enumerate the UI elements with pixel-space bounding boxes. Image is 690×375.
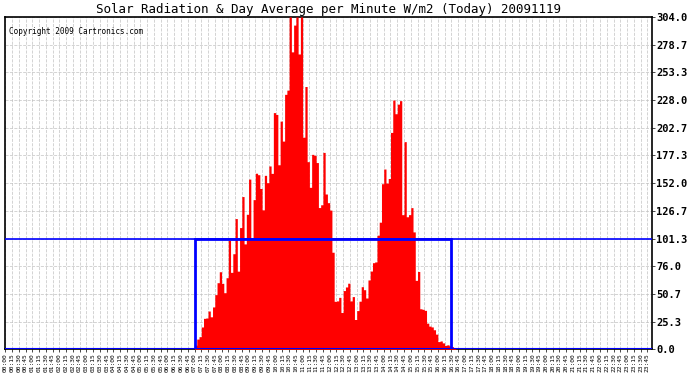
Text: Copyright 2009 Cartronics.com: Copyright 2009 Cartronics.com	[8, 27, 143, 36]
Bar	[195, 238, 451, 349]
Title: Solar Radiation & Day Average per Minute W/m2 (Today) 20091119: Solar Radiation & Day Average per Minute…	[96, 3, 561, 16]
